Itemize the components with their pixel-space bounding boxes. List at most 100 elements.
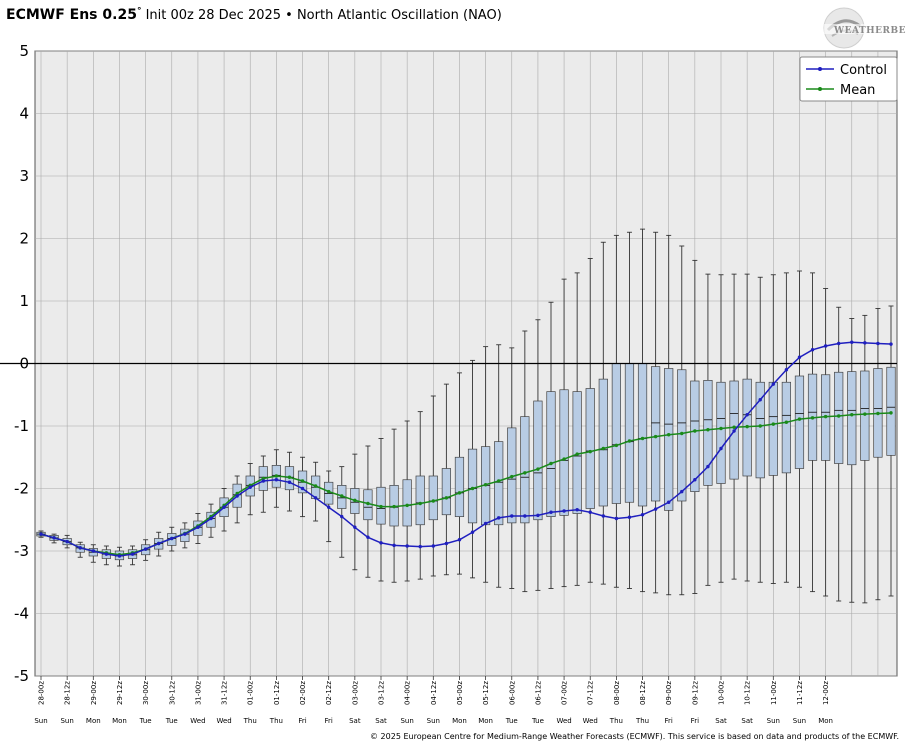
control-point — [601, 514, 606, 518]
control-point — [222, 505, 226, 509]
control-point — [170, 536, 174, 541]
weatherbell-logo — [814, 4, 906, 50]
x-tick-label: 28-00z — [38, 681, 46, 705]
x-day-label: Thu — [635, 717, 649, 725]
legend: Control Mean — [799, 56, 898, 102]
x-tick-label: 02-00z — [299, 681, 307, 705]
iqr-box — [664, 368, 674, 511]
mean-point — [235, 491, 239, 496]
x-day-label: Wed — [190, 717, 205, 725]
control-point — [889, 342, 893, 346]
control-point — [876, 341, 880, 346]
iqr-box — [834, 371, 844, 464]
control-point — [248, 485, 252, 489]
control-point — [104, 552, 109, 556]
mean-point — [640, 436, 645, 441]
iqr-box — [598, 378, 608, 507]
mean-point — [536, 467, 540, 471]
x-tick-label: 29-12z — [116, 681, 124, 705]
mean-point — [287, 475, 292, 479]
x-day-label: Tue — [139, 717, 152, 725]
x-day-label: Fri — [691, 717, 699, 725]
iqr-box — [428, 475, 438, 521]
y-tick-label: 0 — [19, 355, 29, 373]
mean-point — [392, 504, 396, 509]
mean-point — [693, 429, 697, 433]
x-axis: 28-00z Sun 28-12z Sun 29-00z Mon 29-12z Mon 30-0… — [34, 676, 833, 725]
iqr-box — [559, 389, 569, 516]
control-point — [431, 544, 436, 548]
x-tick-label: 06-00z — [508, 681, 516, 705]
control-point — [196, 525, 200, 529]
mean-point — [313, 484, 318, 488]
y-tick-label: 1 — [19, 292, 29, 310]
y-tick-label: 2 — [19, 230, 29, 248]
control-point — [680, 489, 684, 494]
control-point — [653, 507, 658, 511]
mean-point — [549, 461, 553, 466]
chart-title: ECMWF Ens 0.25° — [6, 6, 142, 23]
x-tick-label: 07-00z — [561, 681, 569, 705]
mean-point — [601, 446, 606, 451]
mean-point — [418, 501, 422, 506]
y-tick-label: -4 — [14, 605, 29, 623]
mean-point — [431, 499, 436, 503]
y-tick-label: 5 — [19, 42, 29, 60]
mean-point — [326, 489, 331, 494]
iqr-box — [677, 369, 687, 502]
mean-point — [261, 476, 266, 481]
x-tick-label: 01-12z — [273, 681, 281, 705]
x-tick-label: 10-12z — [744, 681, 752, 705]
control-point — [836, 341, 841, 346]
iqr-box — [402, 479, 412, 527]
footer-credit: © 2025 European Centre for Medium-Range … — [370, 732, 899, 741]
x-day-label: Thu — [243, 717, 257, 725]
control-line — [40, 341, 892, 557]
control-point — [863, 341, 867, 345]
x-tick-label: 11-12z — [796, 681, 804, 705]
iqr-box — [781, 381, 791, 474]
iqr-box — [624, 363, 635, 503]
x-day-label: Sat — [375, 717, 387, 725]
mean-point — [784, 420, 789, 424]
control-point — [627, 515, 632, 519]
x-day-label: Sun — [400, 717, 413, 725]
x-tick-label: 01-00z — [247, 681, 255, 705]
x-day-label: Mon — [86, 717, 101, 725]
mean-point — [300, 479, 305, 483]
x-day-label: Mon — [818, 717, 833, 725]
mean-point — [797, 417, 802, 421]
x-tick-label: 12-00z — [822, 681, 830, 705]
x-day-label: Wed — [556, 717, 571, 725]
mean-point — [758, 424, 762, 428]
control-point — [209, 516, 213, 521]
control-point — [353, 525, 357, 529]
x-day-label: Sat — [741, 717, 753, 725]
control-point — [732, 429, 736, 433]
y-tick-label: -1 — [14, 417, 29, 435]
mean-point — [444, 496, 449, 500]
x-day-label: Mon — [112, 717, 127, 725]
control-point — [771, 382, 776, 386]
x-tick-label: 02-12z — [325, 681, 333, 705]
x-day-label: Fri — [298, 717, 306, 725]
control-point — [39, 532, 43, 536]
degree-symbol: ° — [136, 6, 142, 17]
control-point — [366, 535, 370, 539]
control-point — [117, 554, 122, 558]
x-day-label: Sun — [793, 717, 806, 725]
control-point — [588, 510, 592, 514]
control-point — [850, 340, 854, 344]
x-tick-label: 04-00z — [404, 681, 412, 705]
mean-point — [836, 414, 841, 418]
iqr-box — [454, 456, 465, 517]
mean-point — [863, 412, 867, 416]
control-point — [143, 547, 148, 551]
svg-text:WEATHERBELL: WEATHERBELL — [833, 26, 906, 36]
y-tick-label: -5 — [14, 667, 29, 685]
control-point — [261, 479, 266, 483]
mean-point — [353, 498, 357, 503]
x-tick-label: 05-00z — [456, 681, 464, 705]
control-point — [287, 480, 292, 484]
x-tick-label: 09-12z — [691, 681, 699, 705]
